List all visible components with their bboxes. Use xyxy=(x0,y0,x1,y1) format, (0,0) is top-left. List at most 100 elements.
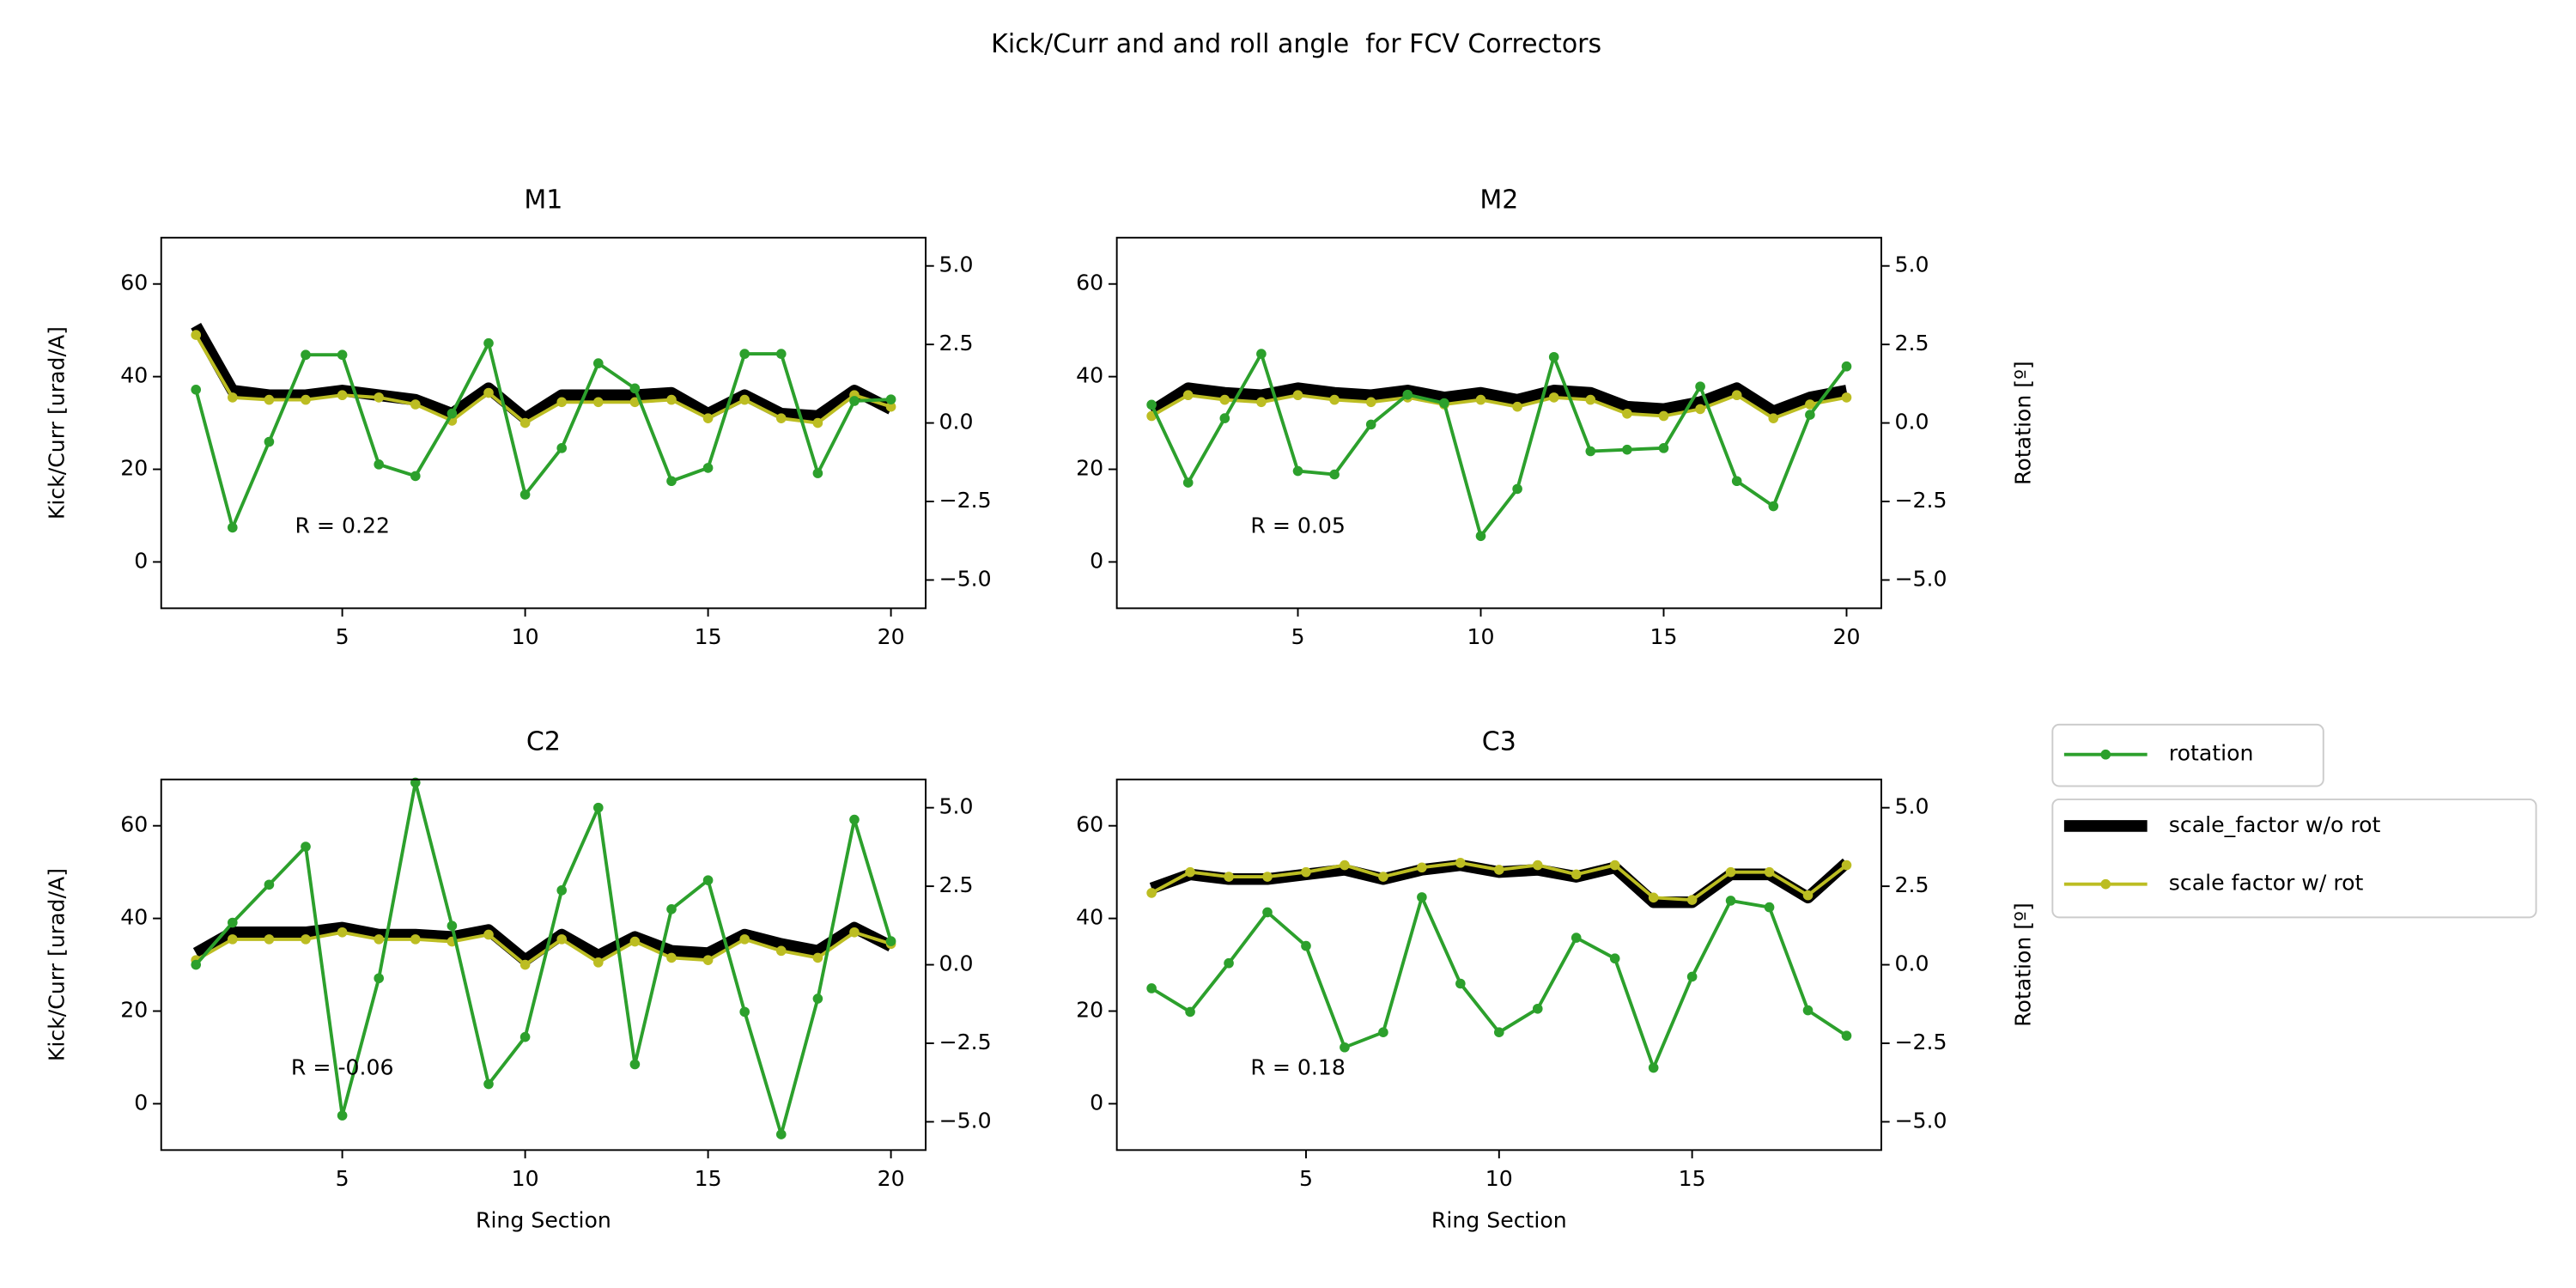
subplot: M1 5 10 15 20 0 20 40 60 −5.0 −2.5 0.0 2.5 5.0 Kick/Cu… xyxy=(45,185,992,650)
series-marker xyxy=(1571,869,1582,880)
y-tick-label: 0 xyxy=(134,1090,148,1115)
x-tick-label: 5 xyxy=(336,624,349,649)
subplot-title: C2 xyxy=(526,727,561,757)
y-tick-label: 20 xyxy=(120,998,148,1023)
series-marker xyxy=(1695,381,1705,392)
series-marker xyxy=(1262,872,1273,882)
series-marker xyxy=(775,349,787,359)
series-marker xyxy=(1378,872,1388,882)
series-line xyxy=(195,930,892,967)
series-marker xyxy=(1764,902,1775,913)
series-marker xyxy=(1475,394,1486,405)
subplot-title: M2 xyxy=(1479,185,1518,216)
series-marker xyxy=(849,396,860,406)
y-tick-label: 40 xyxy=(120,905,148,930)
series-marker xyxy=(483,387,494,398)
series-marker xyxy=(1622,408,1632,419)
series-marker xyxy=(1329,394,1340,405)
series-marker xyxy=(885,401,896,412)
series-marker xyxy=(1329,469,1340,480)
series-marker xyxy=(1532,860,1543,871)
series-marker xyxy=(849,814,860,825)
series-marker xyxy=(1585,394,1596,405)
series-marker xyxy=(1731,476,1742,487)
series-marker xyxy=(264,934,275,945)
y2-tick-label: 0.0 xyxy=(1894,410,1929,434)
series-marker xyxy=(1224,872,1234,882)
legend-frame xyxy=(2051,723,2324,787)
series-marker xyxy=(228,934,238,945)
x-tick-label: 5 xyxy=(336,1166,349,1191)
series-marker xyxy=(264,879,275,890)
series-marker xyxy=(1512,483,1522,495)
x-tick-label: 15 xyxy=(695,624,722,649)
series-marker xyxy=(1340,860,1350,871)
series-marker xyxy=(1494,1027,1504,1037)
series-marker xyxy=(374,973,385,984)
y-tick-label: 40 xyxy=(1076,363,1103,388)
series-marker xyxy=(410,399,421,410)
series-marker xyxy=(812,952,823,963)
series-marker xyxy=(849,927,860,938)
series-marker xyxy=(1378,1027,1388,1037)
x-tick-label: 15 xyxy=(695,1166,722,1191)
y2-tick-label: −2.5 xyxy=(1894,488,1947,513)
series-marker xyxy=(592,802,604,813)
series-marker xyxy=(775,1129,787,1139)
series-marker xyxy=(1725,866,1736,878)
series-marker xyxy=(1725,896,1736,906)
series-marker xyxy=(1841,361,1852,372)
series-line xyxy=(194,781,893,1136)
series-marker xyxy=(556,443,568,453)
y2-tick-label: 2.5 xyxy=(939,331,974,355)
series-marker xyxy=(1768,501,1779,512)
series-marker xyxy=(337,390,348,401)
series-marker xyxy=(739,394,750,405)
series-line xyxy=(1148,382,1848,417)
series-marker xyxy=(1768,413,1779,423)
series-marker xyxy=(264,436,275,447)
y2-tick-label: −5.0 xyxy=(939,566,992,591)
y2-tick-label: −5.0 xyxy=(1894,1108,1947,1133)
annotation: R = 0.05 xyxy=(1250,513,1346,538)
series-marker xyxy=(1609,860,1620,871)
subplot: C3 5 10 15 0 20 40 60 −5.0 −2.5 0.0 2.5 5.0 Rotation … xyxy=(1076,727,2035,1233)
series-marker xyxy=(1512,401,1522,412)
series-marker xyxy=(1340,1042,1350,1053)
y-tick-label: 20 xyxy=(120,456,148,481)
series-marker xyxy=(1292,465,1303,477)
series-marker xyxy=(1475,531,1486,542)
y-tick-label: 0 xyxy=(1090,548,1103,573)
series-marker xyxy=(1439,398,1449,409)
series-marker xyxy=(483,929,494,940)
x-tick-label: 20 xyxy=(1832,624,1860,649)
series-marker xyxy=(592,957,604,968)
y2-tick-label: −2.5 xyxy=(1894,1030,1947,1054)
series-marker xyxy=(447,408,458,419)
series-line xyxy=(194,341,891,530)
series-marker xyxy=(666,904,677,914)
series-marker xyxy=(1262,907,1273,918)
series-marker xyxy=(739,934,750,945)
series-marker xyxy=(1648,1062,1659,1073)
series-line xyxy=(192,921,894,966)
x-tick-label: 10 xyxy=(1485,1166,1513,1191)
series-line xyxy=(1151,393,1847,421)
series-marker xyxy=(1182,390,1194,401)
series-marker xyxy=(374,459,385,470)
y2-tick-label: 2.5 xyxy=(1894,331,1929,355)
series-marker xyxy=(191,385,202,395)
series-marker xyxy=(1622,444,1632,455)
y2-tick-label: −5.0 xyxy=(1894,566,1947,591)
series-marker xyxy=(519,417,531,428)
series-marker xyxy=(1585,446,1596,457)
series-marker xyxy=(410,471,421,482)
series-marker xyxy=(1219,413,1230,423)
series-marker xyxy=(1417,892,1427,902)
series-marker xyxy=(264,394,275,405)
series-marker xyxy=(1402,389,1413,400)
series-marker xyxy=(739,349,750,359)
series-marker xyxy=(1301,940,1311,951)
